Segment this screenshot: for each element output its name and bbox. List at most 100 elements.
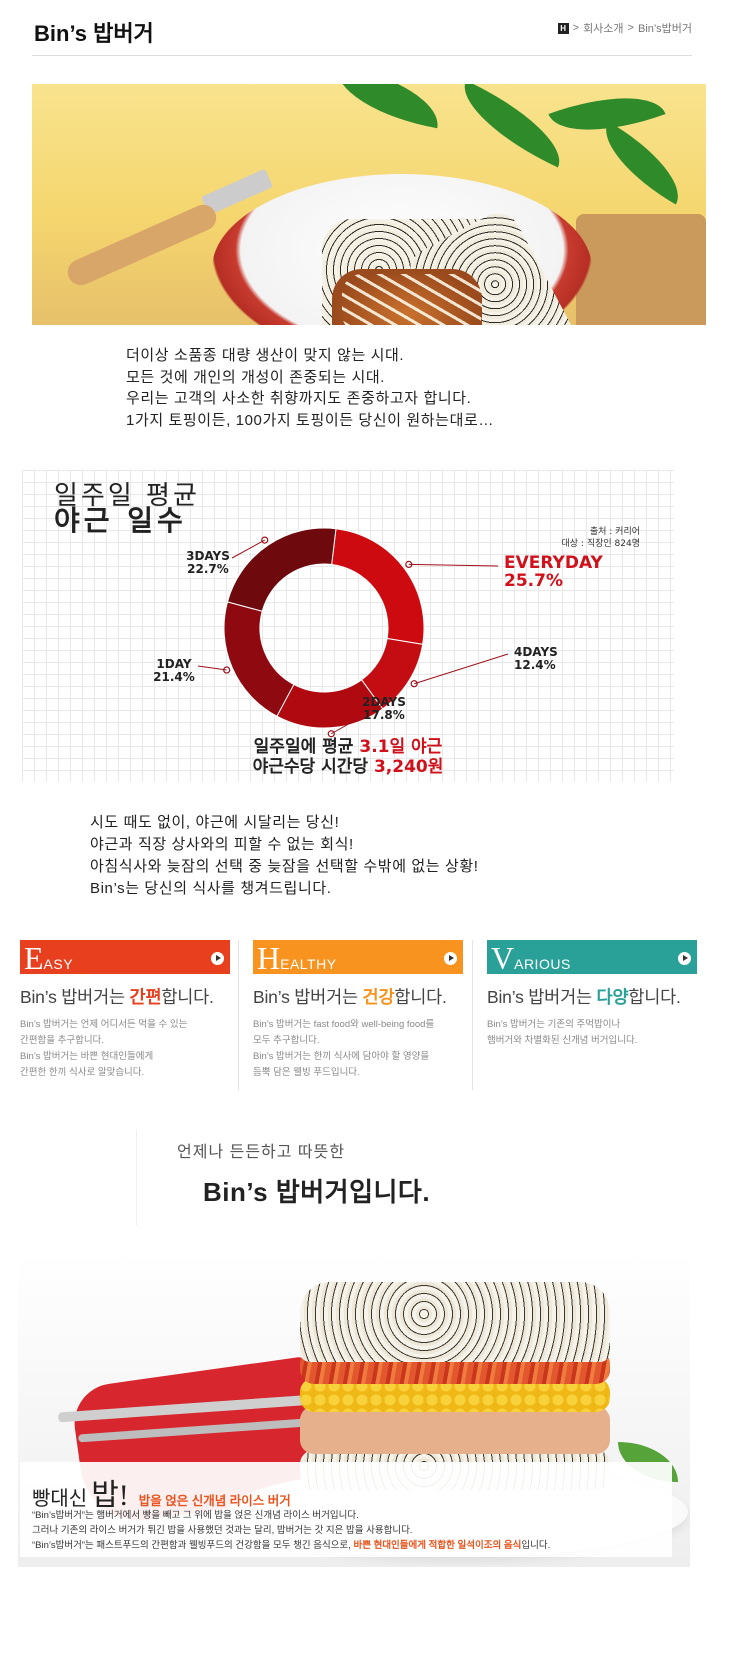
card-initial: V (491, 940, 515, 976)
card-heading-rest: ARIOUS (514, 956, 571, 972)
promo-line: “Bin’s밥버거”는 패스트푸드의 간편함과 웰빙푸드의 건강함을 모두 챙긴… (32, 1538, 550, 1553)
intro-line: 우리는 고객의 사소한 취향까지도 존중하고자 합니다. (126, 390, 472, 407)
problem-text: 시도 때도 없이, 야근에 시달리는 당신! 야근과 직장 상사와의 피할 수 … (90, 812, 650, 900)
intro-line: 모든 것에 개인의 개성이 존중되는 시대. (126, 368, 386, 386)
card-title: Bin’s 밥버거는 다양합니다. (487, 984, 697, 1009)
donut-chart-svg: 일주일 평균 야근 일수 출처 : 커리어 대상 : 직장인 824명 EVER… (54, 481, 640, 777)
divider (472, 940, 473, 1090)
slice-value-label: 22.7% (187, 562, 229, 576)
donut-slice-3days (226, 527, 337, 612)
intro-line: 1가지 토핑이든, 100가지 토핑이든 당신이 원하는대로… (126, 411, 494, 429)
card-title-suffix: 합니다. (628, 987, 681, 1007)
slice-label: 4DAYS (514, 645, 558, 659)
tagline: 언제나 든든하고 따뜻한 Bin’s 밥버거입니다. (136, 1130, 536, 1225)
overtime-donut-chart: 일주일 평균 야근 일수 출처 : 커리어 대상 : 직장인 824명 EVER… (22, 470, 674, 782)
page-title: Bin’s 밥버거 (34, 21, 154, 46)
play-icon[interactable] (211, 952, 224, 965)
intro-line: 더이상 소품종 대량 생산이 맞지 않는 시대. (126, 347, 405, 364)
promo-line-prefix: “Bin’s밥버거”는 패스트푸드의 간편함과 웰빙푸드의 건강함을 모두 챙긴… (32, 1540, 354, 1551)
breadcrumb-separator-icon: > (627, 22, 634, 34)
chart-subtitle: 야근 일수 (54, 504, 187, 537)
chart-footer-line1: 일주일에 평균 3.1일 야근 (254, 737, 443, 757)
card-desc-line: Bin’s 밥버거는 바쁜 현대인들에게 (20, 1051, 154, 1062)
breadcrumb-item-company[interactable]: 회사소개 (583, 23, 624, 35)
leader-dot (327, 730, 335, 738)
divider (238, 940, 239, 1090)
card-desc-line: 간편함을 추구합니다. (20, 1035, 104, 1046)
card-header[interactable]: E ASY (20, 940, 230, 974)
chart-footer-prefix: 야근수당 시간당 (253, 757, 374, 777)
slice-value-label: 21.4% (153, 670, 195, 684)
problem-line: Bin’s는 당신의 식사를 챙겨드립니다. (90, 880, 332, 897)
promo-line: “Bin’s밥버거”는 햄버거에서 빵을 빼고 그 위에 밥을 얹은 신개념 라… (32, 1510, 359, 1521)
card-desc-line: Bin’s 밥버거는 기존의 주먹밥이나 (487, 1019, 621, 1030)
leader-dot (261, 536, 269, 544)
slice-label: 2DAYS (362, 695, 406, 709)
feature-card-easy: E ASY Bin’s 밥버거는 간편합니다. Bin’s 밥버거는 언제 어디서든 … (20, 940, 230, 1090)
page-header: Bin’s 밥버거 H > 회사소개 > Bin’s밥버거 (32, 0, 692, 56)
slice-label: 1DAY (156, 657, 191, 671)
chart-source: 출처 : 커리어 (590, 525, 640, 537)
card-desc-line: 듬뿍 담은 웰빙 푸드입니다. (253, 1067, 360, 1078)
leader-line (331, 703, 385, 735)
card-desc-line: 간편한 한끼 식사로 알맞습니다. (20, 1067, 145, 1078)
feature-card-healthy: H EALTHY Bin’s 밥버거는 건강합니다. Bin’s 밥버거는 fast … (253, 940, 463, 1090)
card-desc-line: 모두 추구합니다. (253, 1035, 320, 1046)
leader-line (414, 653, 509, 685)
feature-card-various: V ARIOUS Bin’s 밥버거는 다양합니다. Bin’s 밥버거는 기존의 주… (487, 940, 697, 1090)
slice-value-label: 25.7% (504, 571, 563, 591)
card-title-prefix: Bin’s 밥버거는 (487, 987, 597, 1007)
card-title-prefix: Bin’s 밥버거는 (253, 987, 363, 1007)
play-icon[interactable] (678, 952, 691, 965)
card-title: Bin’s 밥버거는 간편합니다. (20, 984, 230, 1009)
chart-footer-highlight: 3.1일 야근 (359, 737, 442, 757)
card-title-highlight: 다양 (596, 987, 629, 1007)
card-desc-line: Bin’s 밥버거는 fast food와 well-being food를 (253, 1019, 435, 1030)
home-icon[interactable]: H (557, 22, 569, 34)
problem-line: 야근과 직장 상사와의 피할 수 없는 회식! (90, 836, 354, 853)
card-title-highlight: 건강 (362, 987, 395, 1007)
leader-line (231, 539, 265, 559)
breadcrumb-separator-icon: > (572, 22, 580, 34)
card-header[interactable]: V ARIOUS (487, 940, 697, 974)
card-desc-line: Bin’s 밥버거는 한끼 식사에 담아야 할 영양을 (253, 1051, 430, 1062)
donut-slice-1day (223, 601, 295, 717)
feature-cards: E ASY Bin’s 밥버거는 간편합니다. Bin’s 밥버거는 언제 어디서든 … (20, 940, 697, 1090)
chart-target: 대상 : 직장인 824명 (562, 538, 640, 549)
breadcrumb: H > 회사소개 > Bin’s밥버거 (557, 20, 692, 36)
card-desc-line: 햄버거와 차별화된 신개념 버거입니다. (487, 1035, 638, 1046)
promo-line-suffix: 입니다. (521, 1540, 551, 1551)
card-title-prefix: Bin’s 밥버거는 (20, 987, 130, 1007)
card-title: Bin’s 밥버거는 건강합니다. (253, 984, 463, 1009)
slice-label: 3DAYS (186, 549, 230, 563)
card-heading-rest: EALTHY (280, 956, 337, 972)
card-title-highlight: 간편 (129, 987, 162, 1007)
card-desc-line: Bin’s 밥버거는 언제 어디서든 먹을 수 있는 (20, 1019, 188, 1030)
promo-line: 그러나 기존의 라이스 버거가 튀긴 밥을 사용했던 것과는 달리, 밥버거는 … (32, 1525, 413, 1536)
slice-value-label: 17.8% (363, 708, 405, 722)
promo-line-highlight: 바쁜 현대인들에게 적합한 일석이조의 음식 (353, 1540, 522, 1551)
donut-slice-everyday (331, 528, 425, 645)
problem-line: 아침식사와 늦잠의 선택 중 늦잠을 선택할 수밖에 없는 상황! (90, 858, 479, 875)
card-title-suffix: 합니다. (394, 987, 447, 1007)
play-icon[interactable] (444, 952, 457, 965)
chart-footer-prefix: 일주일에 평균 (254, 737, 360, 757)
promo-heading: 빵대신 밥! 밥을 얹은 신개념 라이스 버거 (32, 1470, 291, 1514)
leader-line (197, 665, 227, 671)
card-title-suffix: 합니다. (161, 987, 214, 1007)
card-heading-rest: ASY (43, 956, 74, 972)
chart-footer-highlight: 3,240원 (374, 757, 443, 777)
card-header[interactable]: H EALTHY (253, 940, 463, 974)
chart-title: 일주일 평균 (54, 481, 200, 511)
breadcrumb-item-current: Bin’s밥버거 (637, 23, 692, 35)
hero-food-image (32, 84, 706, 325)
tagline-sub: 언제나 든든하고 따뜻한 (177, 1144, 346, 1161)
promo-description: “Bin’s밥버거”는 햄버거에서 빵을 빼고 그 위에 밥을 얹은 신개념 라… (32, 1508, 550, 1553)
slice-label: EVERYDAY (504, 553, 603, 573)
promo-box: 빵대신 밥! 밥을 얹은 신개념 라이스 버거 “Bin’s밥버거”는 햄버거에… (20, 1462, 672, 1557)
slice-value-label: 12.4% (514, 658, 556, 672)
leader-line (408, 563, 499, 567)
